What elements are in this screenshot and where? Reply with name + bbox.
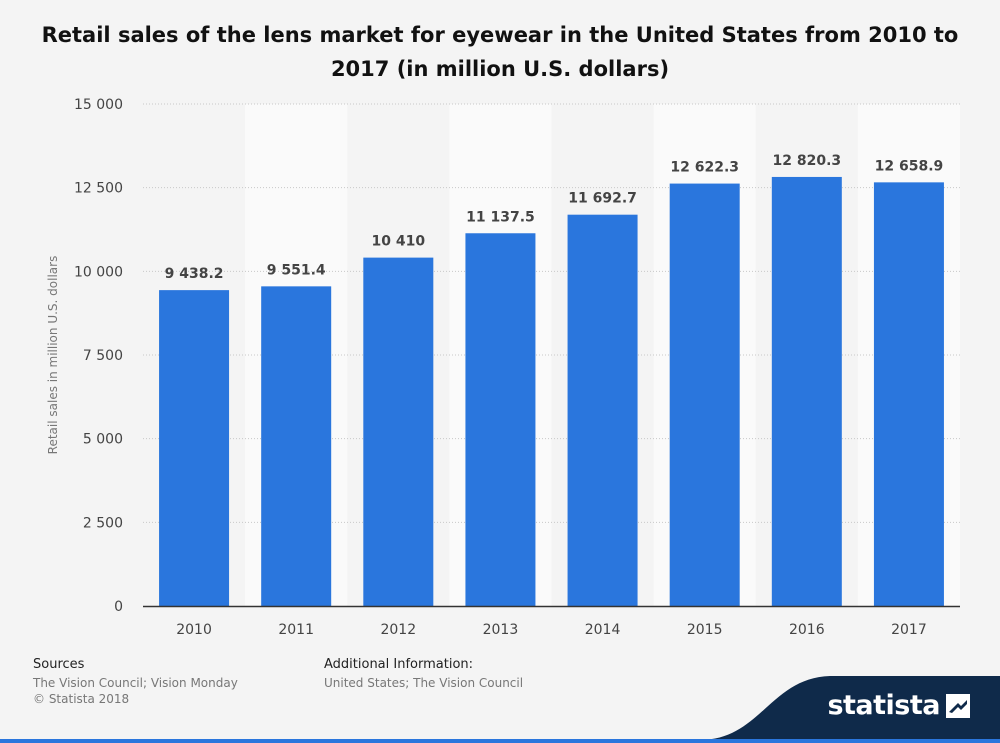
bar-value-label: 11 137.5 xyxy=(466,209,535,225)
y-axis-ticks: 0 2 500 5 000 7 500 10 000 12 500 15 000 xyxy=(74,97,123,615)
x-tick-label: 2016 xyxy=(789,622,825,638)
bar-chart: 0 2 500 5 000 7 500 10 000 12 500 15 000 9 438… xyxy=(46,97,960,638)
y-tick-label: 2 500 xyxy=(83,515,123,531)
additional-info-text: United States; The Vision Council xyxy=(324,676,524,690)
sources-text: The Vision Council; Vision Monday xyxy=(33,676,238,690)
bar xyxy=(771,176,842,606)
additional-info-heading: Additional Information: xyxy=(324,657,474,672)
y-axis-label: Retail sales in million U.S. dollars xyxy=(46,256,60,455)
x-tick-label: 2017 xyxy=(891,622,927,638)
bar-value-labels: 9 438.2 9 551.4 10 410 11 137.5 11 692.7 12 6… xyxy=(165,153,944,282)
x-axis-ticks: 2010 2011 2012 2013 2014 2015 2016 2017 xyxy=(176,622,927,638)
x-tick-label: 2010 xyxy=(176,622,212,638)
y-tick-label: 0 xyxy=(114,599,123,615)
chart-title: Retail sales of the lens market for eyew… xyxy=(41,23,959,81)
y-tick-label: 5 000 xyxy=(83,432,123,448)
x-tick-label: 2011 xyxy=(278,622,314,638)
bar xyxy=(363,257,434,606)
statista-logo-text: statista xyxy=(827,690,940,721)
statista-logo[interactable]: statista xyxy=(827,690,970,721)
x-tick-label: 2014 xyxy=(585,622,621,638)
bar xyxy=(567,214,638,606)
bar-value-label: 11 692.7 xyxy=(568,191,637,207)
bar xyxy=(159,290,230,606)
y-tick-label: 12 500 xyxy=(74,181,123,197)
bar-value-label: 10 410 xyxy=(372,234,426,250)
bar-value-label: 12 820.3 xyxy=(772,153,841,169)
x-tick-label: 2012 xyxy=(380,622,416,638)
bar-value-label: 12 622.3 xyxy=(670,160,739,176)
bar xyxy=(873,182,944,606)
y-tick-label: 10 000 xyxy=(74,264,123,280)
statista-logo-icon xyxy=(946,693,970,718)
bars xyxy=(159,176,944,606)
grid-lines xyxy=(143,103,960,523)
sources-heading: Sources xyxy=(33,657,85,672)
x-tick-label: 2015 xyxy=(687,622,723,638)
bar-value-label: 12 658.9 xyxy=(875,158,944,174)
bar xyxy=(669,183,740,606)
bar xyxy=(261,286,332,606)
y-tick-label: 7 500 xyxy=(83,348,123,364)
bar xyxy=(465,233,536,606)
y-tick-label: 15 000 xyxy=(74,97,123,113)
bar-value-label: 9 551.4 xyxy=(267,262,326,278)
copyright-text: © Statista 2018 xyxy=(33,692,130,706)
x-tick-label: 2013 xyxy=(483,622,519,638)
bar-value-label: 9 438.2 xyxy=(165,266,224,282)
